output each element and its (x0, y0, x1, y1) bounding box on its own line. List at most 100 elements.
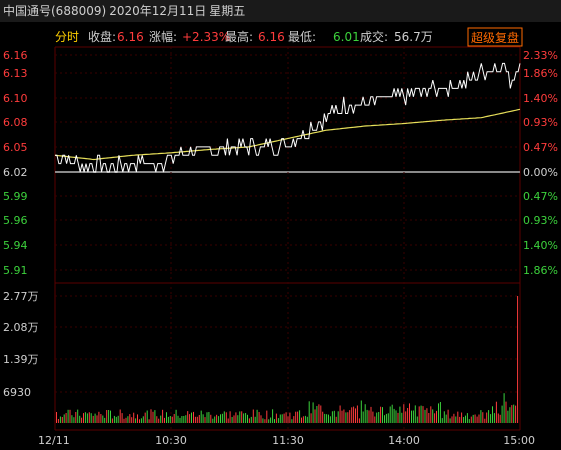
percent-tick-label: 0.47% (523, 190, 558, 203)
volume-bar (501, 405, 503, 423)
volume-bar (297, 411, 299, 423)
stock-name: 中国通号(688009) (3, 4, 107, 18)
volume-bar (59, 416, 61, 423)
volume-bar (426, 408, 428, 423)
volume-bar (391, 404, 393, 423)
close-label: 收盘: (88, 29, 116, 44)
change-value: +2.33% (182, 30, 230, 44)
volume-bar (333, 410, 335, 423)
volume-bar (75, 412, 77, 423)
volume-bar (289, 412, 291, 423)
volume-bar (484, 418, 486, 423)
volume-bar (308, 401, 310, 423)
volume-bar (169, 416, 171, 423)
volume-bar (210, 414, 212, 423)
mode-label[interactable]: 分时 (55, 30, 79, 44)
volume-bar (113, 415, 115, 423)
volume-bar (77, 409, 79, 423)
volume-bar (468, 419, 470, 423)
price-tick-label: 6.02 (3, 166, 28, 179)
volume-bar (389, 406, 391, 423)
volume-bar (393, 408, 395, 423)
volume-bar (158, 418, 160, 423)
volume-bar (156, 416, 158, 423)
volume-bar (262, 418, 264, 423)
volume-bar (139, 419, 140, 423)
volume-bar (331, 411, 333, 423)
volume-bar (478, 414, 480, 423)
grid (54, 46, 521, 431)
volume-bar (71, 415, 73, 423)
volume-bar (482, 412, 484, 423)
volume-bar (94, 413, 96, 423)
volume-bar (314, 409, 316, 423)
volume-bar (397, 412, 399, 423)
high-value: 6.16 (258, 30, 285, 44)
volume-bar (260, 415, 262, 423)
volume-bar (395, 410, 397, 423)
volume-bar (447, 409, 449, 423)
volume-bar (335, 416, 337, 423)
volume-bar (374, 416, 376, 423)
volume-bar (175, 409, 177, 423)
volume-label: 成交: (360, 29, 388, 44)
volume-bar (453, 413, 455, 423)
volume-bar (96, 415, 98, 423)
volume-bar (455, 416, 457, 423)
volume-bar (439, 402, 441, 423)
volume-bar (341, 410, 343, 423)
volume-bar (355, 408, 356, 423)
volume-bar (366, 409, 368, 423)
volume-bar (243, 413, 245, 423)
volume-bar (403, 404, 405, 423)
volume-bar (86, 413, 88, 423)
volume-bar (67, 409, 69, 423)
volume-bar (457, 411, 459, 423)
volume-bar (451, 416, 453, 423)
volume-bar (420, 405, 422, 423)
volume-bar (84, 412, 86, 423)
volume-bar (135, 418, 137, 423)
average-price-line (54, 108, 521, 161)
volume-bar (235, 412, 237, 423)
volume-bar (115, 416, 117, 423)
volume-bar (206, 412, 208, 423)
volume-bar (108, 410, 110, 423)
time-tick-label: 11:30 (272, 434, 304, 447)
volume-bar (73, 417, 75, 423)
percent-tick-label: 0.93% (523, 214, 558, 227)
volume-bar (322, 411, 324, 423)
volume-bar (164, 417, 165, 423)
volume-bar (100, 414, 102, 423)
volume-bar (250, 416, 252, 423)
volume-bar (258, 412, 260, 423)
volume-bar (189, 414, 191, 423)
volume-bar (351, 407, 353, 423)
volume-bar (231, 417, 233, 423)
volume-bar (492, 406, 493, 423)
volume-bar (497, 413, 499, 423)
super-replay-button[interactable]: 超级复盘 (471, 30, 519, 45)
volume-bar (177, 415, 179, 423)
volume-bar (223, 411, 225, 423)
volume-bar (399, 406, 401, 423)
volume-bar (191, 412, 192, 423)
volume-bar (248, 418, 250, 423)
volume-bar (490, 414, 492, 423)
volume-bar (285, 412, 287, 423)
volume-bar (329, 416, 331, 423)
volume-bar (428, 413, 430, 423)
volume-bar (283, 413, 285, 423)
volume-bar (167, 416, 169, 423)
percent-tick-label: 0.47% (523, 141, 558, 154)
volume-bar (370, 406, 372, 423)
volume-bar (387, 413, 389, 423)
volume-bar (274, 419, 275, 423)
volume-bar (438, 403, 439, 423)
volume-axis: 2.77万 2.08万 1.39万 6930 (3, 290, 39, 399)
volume-bar (418, 406, 420, 423)
super-replay-button-border[interactable] (467, 27, 523, 47)
volume-bar (356, 405, 358, 423)
volume-bar (476, 416, 478, 423)
